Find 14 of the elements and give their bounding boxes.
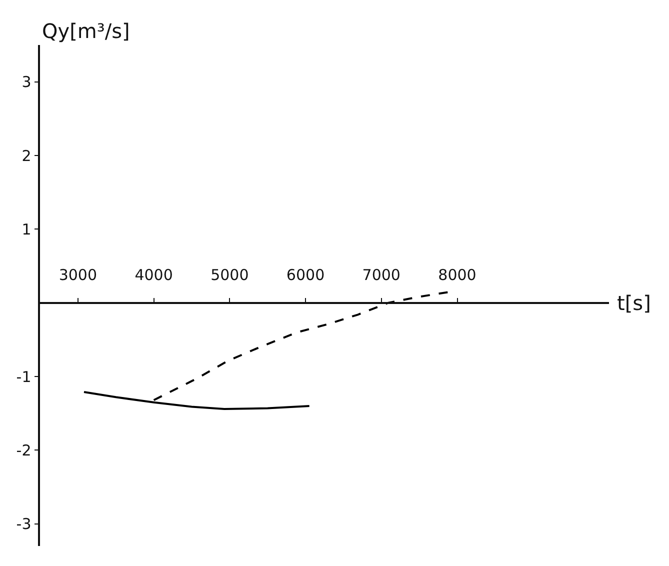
x-axis-title: t[s] <box>617 291 651 315</box>
x-tick-label: 7000 <box>362 266 400 284</box>
y-tick-label: -2 <box>16 441 32 460</box>
x-tick-label: 5000 <box>210 266 249 284</box>
y-tick-label: 1 <box>22 220 32 238</box>
y-tick-label: -3 <box>16 515 32 534</box>
x-tick-label: 6000 <box>286 266 325 284</box>
y-tick-label: -1 <box>16 368 32 386</box>
x-tick-label: 8000 <box>438 266 476 284</box>
y-axis-title: Qy[m³/s] <box>42 19 130 43</box>
x-tick-label: 3000 <box>58 266 98 284</box>
x-tick-label: 4000 <box>134 266 173 284</box>
y-tick-label: 3 <box>22 73 32 92</box>
y-tick-label: 2 <box>22 146 32 165</box>
